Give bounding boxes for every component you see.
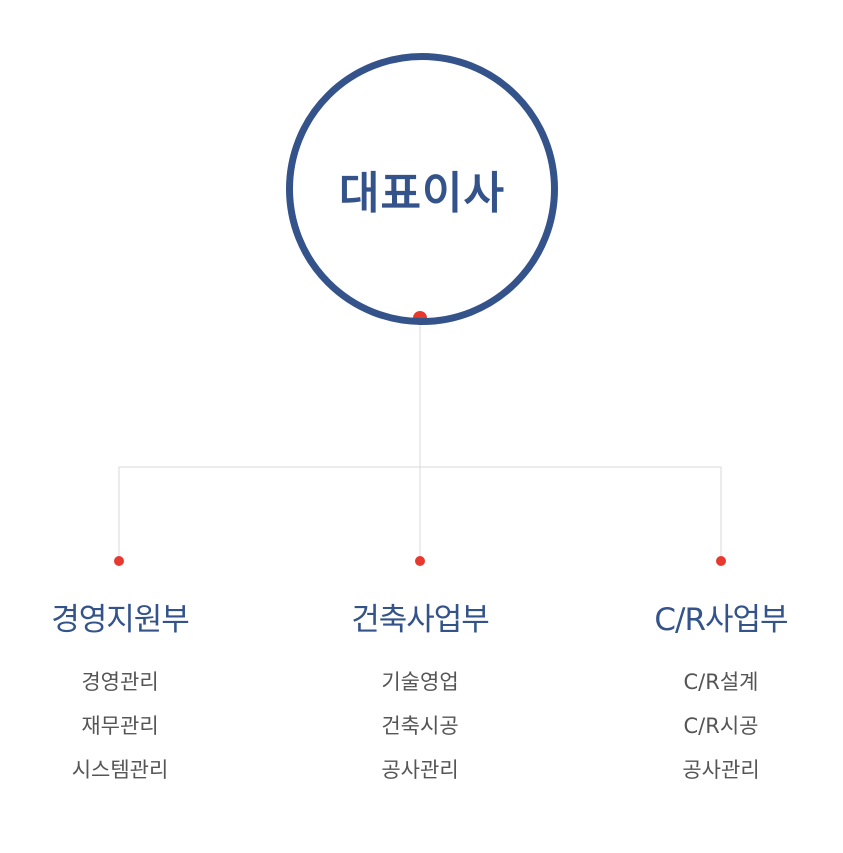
department-management-support: 경영지원부 경영관리 재무관리 시스템관리 [0,598,240,792]
department-item: 재무관리 [81,714,159,738]
dept-dot-left [114,556,124,566]
department-item: C/R설계 [683,670,759,694]
department-item-list: C/R설계 C/R시공 공사관리 [601,660,841,792]
department-item: 경영관리 [81,670,159,694]
ceo-node: 대표이사 [286,53,558,325]
department-item: 공사관리 [682,758,760,782]
department-cr-business: C/R사업부 C/R설계 C/R시공 공사관리 [601,598,841,792]
department-name: 건축사업부 [351,602,490,638]
ceo-title: 대표이사 [339,168,505,219]
department-item: 건축시공 [381,714,459,738]
department-item: 시스템관리 [71,758,169,782]
department-item: 기술영업 [381,670,459,694]
department-item: 공사관리 [381,758,459,782]
department-item-list: 경영관리 재무관리 시스템관리 [0,660,240,792]
department-item-list: 기술영업 건축시공 공사관리 [300,660,540,792]
department-name: C/R사업부 [654,602,788,638]
department-construction-business: 건축사업부 기술영업 건축시공 공사관리 [300,598,540,792]
dept-dot-right [716,556,726,566]
department-name: 경영지원부 [51,602,190,638]
dept-dot-center [415,556,425,566]
department-item: C/R시공 [683,714,759,738]
